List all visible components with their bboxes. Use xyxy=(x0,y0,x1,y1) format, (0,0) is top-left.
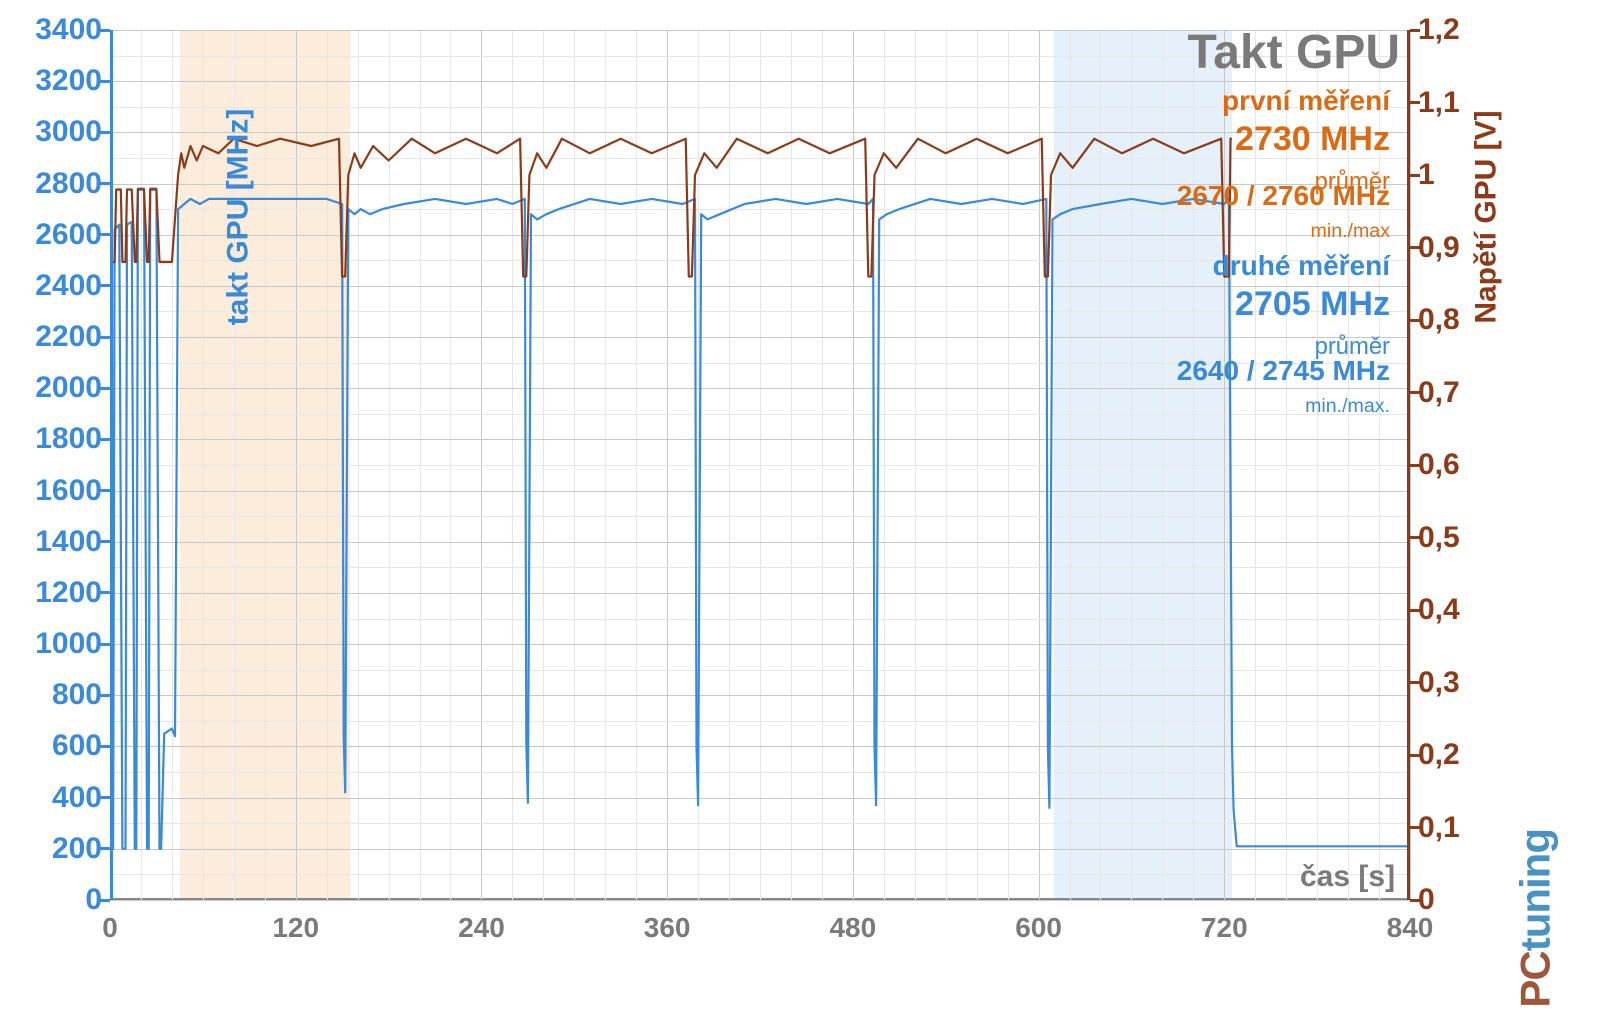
grid-line xyxy=(110,900,1410,901)
annotation-sub: min./max. xyxy=(1305,395,1390,417)
watermark-logo: PCtuning xyxy=(1512,829,1560,1008)
annotation-second-measurement: druhé měření xyxy=(1213,250,1390,282)
x-tick-label: 0 xyxy=(102,912,118,944)
x-tick-label: 600 xyxy=(1015,912,1062,944)
chart-title: Takt GPU xyxy=(1188,25,1400,80)
annotation-text: 2730 MHz xyxy=(1235,120,1390,158)
y-right-tick-label: 0,5 xyxy=(1418,521,1460,555)
y-left-spine xyxy=(110,30,113,900)
y-left-tick-label: 3000 xyxy=(35,115,102,149)
series-line xyxy=(110,139,1232,277)
y-left-tick-label: 0 xyxy=(85,883,102,917)
series-line xyxy=(110,189,1410,849)
y-left-tick-label: 400 xyxy=(52,781,102,815)
annotation-text: 2640 / 2745 MHz xyxy=(1177,355,1390,386)
chart-container: 0200400600800100012001400160018002000220… xyxy=(0,0,1600,1009)
x-tick-label: 120 xyxy=(272,912,319,944)
y-left-tick-label: 600 xyxy=(52,729,102,763)
annotation-first-measurement: první měření xyxy=(1222,85,1390,117)
y-left-tick-label: 3400 xyxy=(35,13,102,47)
annotation-first-minmax: 2670 / 2760 MHz min./max xyxy=(1177,180,1390,244)
y-right-tick-label: 0,1 xyxy=(1418,811,1460,845)
y-left-tick-label: 3200 xyxy=(35,64,102,98)
y-left-tick-label: 2200 xyxy=(35,320,102,354)
y-right-tick-label: 0,8 xyxy=(1418,303,1460,337)
y-right-tick-label: 0,7 xyxy=(1418,376,1460,410)
y-right-tick-label: 1,1 xyxy=(1418,86,1460,120)
x-tick-label: 240 xyxy=(458,912,505,944)
y-right-tick-label: 0,4 xyxy=(1418,593,1460,627)
y-left-tick-label: 800 xyxy=(52,678,102,712)
x-tick-label: 360 xyxy=(644,912,691,944)
y-left-tick-label: 200 xyxy=(52,832,102,866)
y-right-tick-label: 1,2 xyxy=(1418,13,1460,47)
x-tick-label: 720 xyxy=(1201,912,1248,944)
annotation-second-minmax: 2640 / 2745 MHz min./max. xyxy=(1177,355,1390,419)
y-left-tick-label: 1000 xyxy=(35,627,102,661)
y-right-tick-label: 1 xyxy=(1418,158,1435,192)
data-layer xyxy=(110,30,1410,900)
y-left-tick-label: 2000 xyxy=(35,371,102,405)
y-left-tick-label: 2400 xyxy=(35,269,102,303)
y-right-tick-label: 0,6 xyxy=(1418,448,1460,482)
annotation-sub: min./max xyxy=(1311,220,1390,242)
y-right-tick-label: 0,9 xyxy=(1418,231,1460,265)
y-right-tick-label: 0,3 xyxy=(1418,666,1460,700)
annotation-text: první měření xyxy=(1222,85,1390,116)
x-tick-label: 480 xyxy=(829,912,876,944)
y-left-tick-label: 2600 xyxy=(35,218,102,252)
plot-area: 0200400600800100012001400160018002000220… xyxy=(110,30,1410,900)
logo-tuning: tuning xyxy=(1512,829,1559,951)
x-tick-label: 840 xyxy=(1387,912,1434,944)
y-left-tick-label: 1800 xyxy=(35,422,102,456)
y-left-axis-title: takt GPU [MHz] xyxy=(221,109,255,326)
annotation-text: 2705 MHz xyxy=(1235,285,1390,323)
y-left-tick-label: 1200 xyxy=(35,576,102,610)
y-right-tick-label: 0,2 xyxy=(1418,738,1460,772)
annotation-text: 2670 / 2760 MHz xyxy=(1177,180,1390,211)
annotation-text: druhé měření xyxy=(1213,250,1390,281)
logo-pc: PC xyxy=(1512,951,1559,1007)
y-right-axis-title: Napětí GPU [V] xyxy=(1470,110,1504,323)
y-left-tick-label: 1400 xyxy=(35,525,102,559)
x-axis-title: čas [s] xyxy=(1300,860,1395,894)
annotation-second-avg: 2705 MHz průměr xyxy=(1235,285,1390,363)
y-left-tick-label: 1600 xyxy=(35,474,102,508)
y-left-tick-label: 2800 xyxy=(35,167,102,201)
